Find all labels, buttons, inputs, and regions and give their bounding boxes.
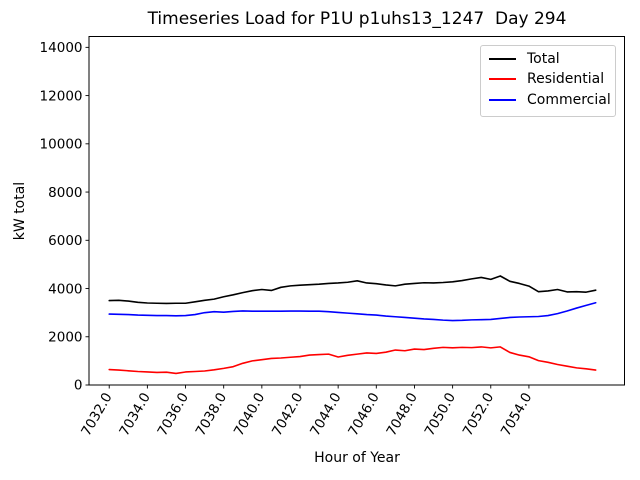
y-tick-label: 0 <box>74 378 83 394</box>
y-tick-label: 10000 <box>40 137 83 153</box>
residential-line-swatch <box>489 78 516 81</box>
x-tick-label: 7042.0 <box>269 390 306 439</box>
y-tick-label: 14000 <box>40 40 83 56</box>
legend-label-commercial: Commercial <box>527 91 611 108</box>
x-tick-label: 7050.0 <box>422 390 459 439</box>
axes-frame <box>88 36 625 386</box>
series-line-residential <box>108 346 597 375</box>
y-axis-label: kW total <box>12 181 28 241</box>
x-tick-label: 7052.0 <box>460 390 497 439</box>
legend-label-total: Total <box>527 51 560 68</box>
legend-entry-total: Total <box>481 49 615 69</box>
legend-label-residential: Residential <box>527 71 605 88</box>
y-tick-label: 8000 <box>48 185 82 201</box>
x-tick-label: 7034.0 <box>116 390 153 439</box>
x-tick-label: 7054.0 <box>498 390 535 439</box>
total-line-swatch <box>489 58 516 61</box>
chart-title: Timeseries Load for P1U p1uhs13_1247 Day… <box>147 9 567 29</box>
x-axis-label: Hour of Year <box>314 450 400 466</box>
x-tick-label: 7038.0 <box>193 390 230 439</box>
x-tick-label: 7044.0 <box>307 390 344 439</box>
y-tick-label: 6000 <box>48 233 82 249</box>
commercial-line-swatch <box>489 98 516 101</box>
x-tick-label: 7048.0 <box>383 390 420 439</box>
y-tick-label: 4000 <box>48 281 82 297</box>
series-line-commercial <box>108 301 597 322</box>
legend-entry-residential: Residential <box>481 69 615 89</box>
y-tick-label: 12000 <box>40 88 83 104</box>
x-tick-label: 7036.0 <box>155 390 192 439</box>
series-line-total <box>108 275 597 305</box>
x-tick-label: 7032.0 <box>78 390 115 439</box>
x-tick-label: 7040.0 <box>231 390 268 439</box>
legend-entry-commercial: Commercial <box>481 90 615 110</box>
x-tick-label: 7046.0 <box>345 390 382 439</box>
legend: Total Residential Commercial <box>480 45 616 117</box>
y-tick-label: 2000 <box>48 329 82 345</box>
